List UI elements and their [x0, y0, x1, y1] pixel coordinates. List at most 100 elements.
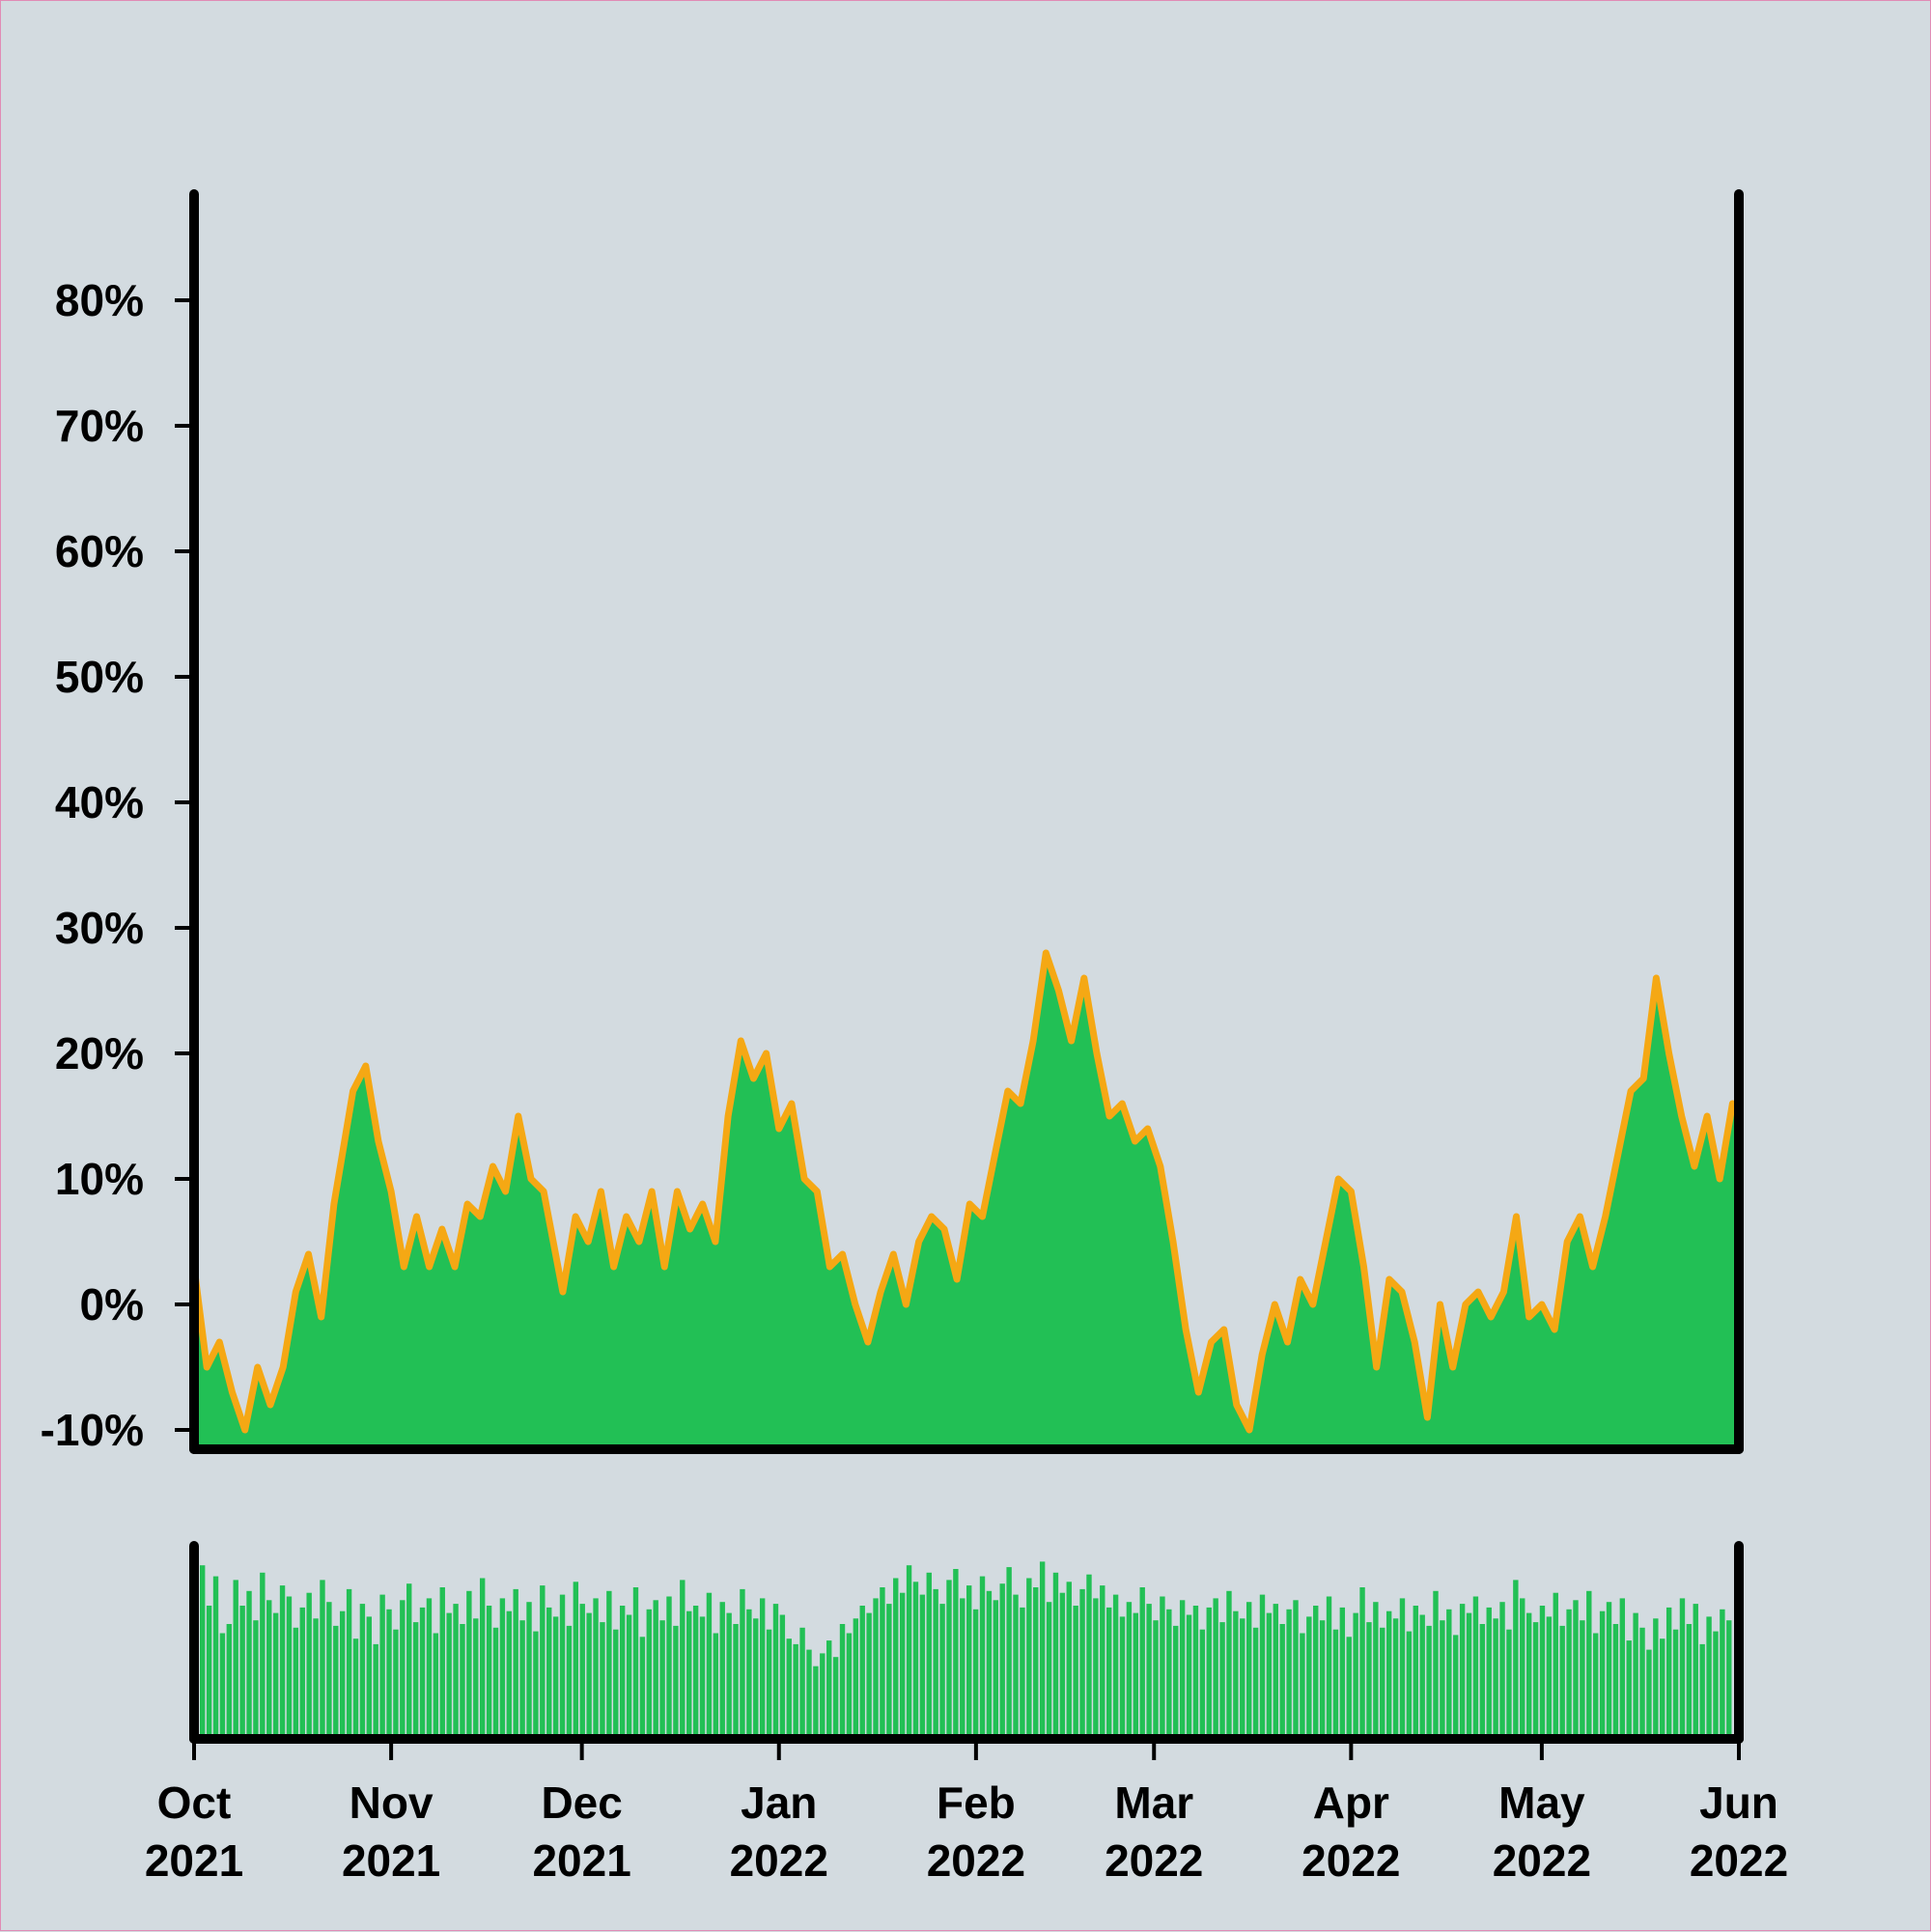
volume-bar: [533, 1631, 539, 1734]
volume-bar: [600, 1622, 605, 1734]
volume-bar: [1240, 1618, 1245, 1734]
volume-bar: [586, 1612, 592, 1734]
x-tick-label-year: 2022: [1690, 1835, 1788, 1886]
volume-bar: [1306, 1616, 1312, 1734]
volume-bar: [1059, 1592, 1066, 1734]
x-tick-label-year: 2022: [1493, 1835, 1591, 1886]
volume-bar: [1686, 1624, 1693, 1734]
volume-bar: [386, 1609, 392, 1734]
volume-bar: [1359, 1587, 1365, 1734]
volume-bar: [1339, 1607, 1346, 1734]
volume-bar: [1679, 1598, 1686, 1734]
volume-bar: [1466, 1612, 1472, 1734]
volume-bar: [1033, 1587, 1039, 1734]
volume-bar: [339, 1610, 346, 1734]
volume-bar: [1173, 1625, 1179, 1734]
volume-bar: [1119, 1616, 1126, 1734]
volume-bar: [912, 1582, 919, 1734]
x-tick-label-month: Apr: [1313, 1778, 1389, 1828]
volume-bar: [1366, 1622, 1372, 1734]
volume-bar: [1392, 1618, 1399, 1734]
volume-bar: [1013, 1594, 1019, 1734]
volume-bar: [200, 1565, 206, 1734]
volume-bar: [972, 1609, 979, 1734]
volume-bar: [1599, 1610, 1606, 1734]
volume-bar: [559, 1594, 566, 1734]
volume-bar: [473, 1618, 479, 1734]
volume-bar: [306, 1592, 312, 1734]
volume-bar: [552, 1616, 559, 1734]
volume-bar: [1440, 1620, 1445, 1734]
y-tick-label: 50%: [55, 652, 144, 702]
x-tick-label-year: 2021: [145, 1835, 243, 1886]
volume-bar: [646, 1609, 652, 1734]
volume-bar: [513, 1588, 518, 1734]
volume-bar: [1672, 1629, 1679, 1734]
volume-bar: [299, 1607, 305, 1734]
volume-bar: [486, 1606, 492, 1734]
volume-bar: [233, 1580, 238, 1734]
volume-bar: [573, 1582, 579, 1734]
volume-bar: [272, 1612, 279, 1734]
volume-bar: [1213, 1598, 1218, 1734]
volume-bar: [1233, 1610, 1239, 1734]
volume-bar: [759, 1598, 766, 1734]
volume-bar: [1199, 1629, 1206, 1734]
volume-bar: [1020, 1607, 1025, 1734]
volume-bar: [1426, 1625, 1432, 1734]
volume-bar: [1653, 1618, 1659, 1734]
volume-bar: [1493, 1618, 1498, 1734]
volume-bar: [1699, 1643, 1705, 1734]
volume-bar: [873, 1598, 879, 1734]
volume-bar: [1720, 1609, 1725, 1734]
x-tick-label-year: 2022: [927, 1835, 1025, 1886]
volume-bar: [692, 1606, 699, 1734]
volume-bar: [886, 1604, 892, 1734]
volume-bar: [419, 1607, 426, 1734]
volume-bar: [293, 1627, 299, 1734]
main-axes: [189, 189, 1744, 1454]
volume-bar: [1499, 1602, 1505, 1734]
volume-bar: [826, 1640, 832, 1734]
y-tick-label: 10%: [55, 1154, 144, 1204]
volume-bar: [1313, 1606, 1319, 1734]
x-axis: Oct 2021 Nov 2021 Dec 2021 Jan 2022 Feb 2022 Mar 20…: [145, 1739, 1788, 1886]
volume-bar: [1559, 1625, 1565, 1734]
volume-bar: [499, 1598, 506, 1734]
volume-bar: [1086, 1574, 1092, 1734]
volume-bar: [1380, 1627, 1385, 1734]
volume-bar: [526, 1602, 532, 1734]
main-area-layer: [190, 949, 1743, 1444]
volume-bar: [680, 1580, 686, 1734]
volume-bar: [666, 1596, 672, 1734]
area-fill: [194, 953, 1739, 1444]
volume-bar: [226, 1624, 233, 1734]
volume-bar: [832, 1657, 839, 1734]
volume-bar: [919, 1594, 926, 1734]
volume-bar: [400, 1600, 406, 1734]
volume-bar: [966, 1585, 972, 1734]
main-y-axis: -10% 0% 10% 20% 30% 40% 50% 60% 70% 80%: [41, 275, 189, 1455]
volume-bar: [373, 1643, 378, 1734]
volume-bar: [1346, 1637, 1352, 1734]
x-tick-label-month: May: [1498, 1778, 1585, 1828]
volume-bar: [212, 1576, 219, 1734]
volume-bar: [1066, 1582, 1072, 1734]
volume-bar: [1586, 1590, 1592, 1734]
y-tick-label: 20%: [55, 1028, 144, 1078]
volume-bar: [813, 1666, 819, 1734]
volume-bar: [699, 1616, 706, 1734]
volume-bar: [1580, 1620, 1585, 1734]
volume-bar: [706, 1592, 713, 1734]
volume-bar: [686, 1610, 692, 1734]
volume-bar: [1245, 1602, 1252, 1734]
volume-bar: [953, 1569, 959, 1734]
volume-bar: [719, 1602, 725, 1734]
volume-bar: [1026, 1578, 1032, 1734]
volume-bar: [653, 1600, 658, 1734]
y-tick-label: -10%: [41, 1405, 144, 1455]
volume-bar: [540, 1585, 546, 1734]
volume-bar: [406, 1583, 412, 1734]
volume-bar: [1593, 1633, 1599, 1734]
volume-bar: [366, 1616, 372, 1734]
